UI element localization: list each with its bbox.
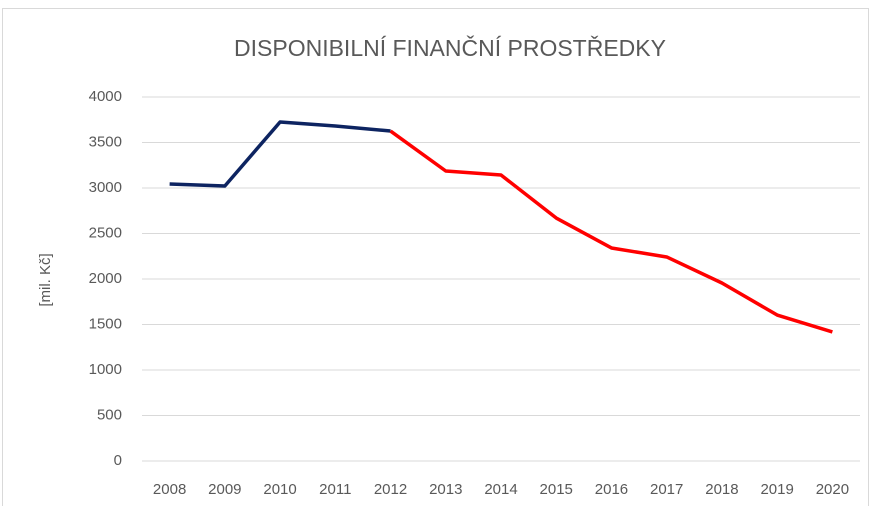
- y-tick-label: 500: [97, 406, 122, 423]
- x-tick-label: 2016: [595, 481, 628, 498]
- x-tick-label: 2009: [208, 481, 241, 498]
- y-tick-label: 1500: [89, 315, 122, 332]
- x-tick-label: 2013: [429, 481, 462, 498]
- series-line: [389, 129, 833, 334]
- y-tick-label: 2500: [89, 224, 122, 241]
- y-tick-label: 3500: [89, 133, 122, 150]
- x-tick-label: 2018: [705, 481, 738, 498]
- x-tick-label: 2010: [263, 481, 296, 498]
- x-tick-label: 2020: [816, 481, 849, 498]
- x-tick-label: 2012: [374, 481, 407, 498]
- y-axis-label: [mil. Kč]: [37, 253, 54, 306]
- y-tick-label: 1000: [89, 361, 122, 378]
- y-tick-label: 4000: [89, 88, 122, 105]
- x-tick-label: 2017: [650, 481, 683, 498]
- series-line: [169, 120, 391, 188]
- x-tick-label: 2015: [540, 481, 573, 498]
- x-tick-label: 2019: [760, 481, 793, 498]
- chart-title: DISPONIBILNÍ FINANČNÍ PROSTŘEDKY: [234, 34, 666, 61]
- x-tick-label: 2014: [484, 481, 517, 498]
- x-tick-label: 2008: [153, 481, 186, 498]
- y-tick-label: 3000: [89, 179, 122, 196]
- y-tick-label: 2000: [89, 270, 122, 287]
- x-tick-label: 2011: [319, 481, 351, 498]
- chart-frame: [2, 8, 869, 506]
- y-tick-label: 0: [114, 452, 122, 469]
